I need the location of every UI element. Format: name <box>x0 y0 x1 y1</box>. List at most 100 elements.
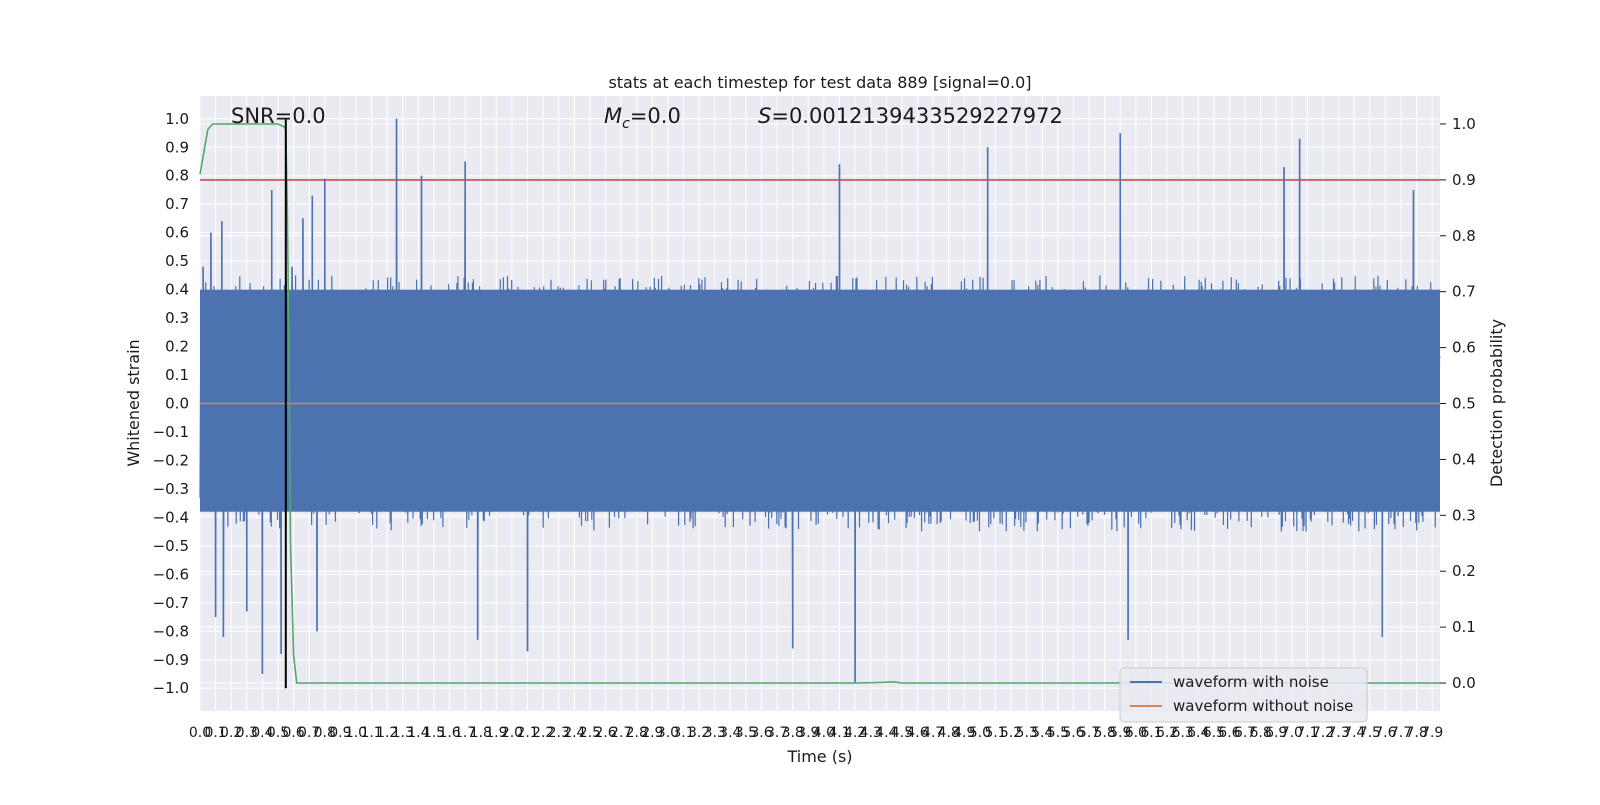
x-tick-label: 0.3 <box>236 725 258 741</box>
x-tick-label: 5.8 <box>1094 725 1116 741</box>
x-tick-label: 2.7 <box>610 725 632 741</box>
y2-tick-label: 0.6 <box>1452 339 1476 357</box>
y2-tick-label: 0.4 <box>1452 450 1476 468</box>
x-tick-label: 0.8 <box>314 725 336 741</box>
s-statistic-value: =0.0012139433529227972 <box>771 104 1063 128</box>
x-tick-label: 6.4 <box>1187 725 1209 741</box>
x-tick-label: 2.9 <box>641 725 663 741</box>
series-waveform-with-noise <box>199 118 1441 683</box>
x-tick-label: 4.3 <box>860 725 882 741</box>
x-tick-label: 6.1 <box>1140 725 1162 741</box>
x-tick-label: 5.2 <box>1000 725 1022 741</box>
y2-tick-label: 0.9 <box>1452 171 1476 189</box>
x-tick-label: 1.9 <box>485 725 507 741</box>
x-tick-label: 7.5 <box>1359 725 1381 741</box>
y2-tick-label: 0.5 <box>1452 395 1476 413</box>
x-tick-label: 4.0 <box>813 725 835 741</box>
x-tick-label: 5.4 <box>1031 725 1053 741</box>
x-tick-label: 3.0 <box>657 725 679 741</box>
x-tick-label: 6.8 <box>1249 725 1271 741</box>
x-tick-label: 0.7 <box>298 725 320 741</box>
x-tick-label: 2.6 <box>594 725 616 741</box>
x-tick-label: 0.4 <box>251 725 273 741</box>
legend-label-without-noise: waveform without noise <box>1173 697 1353 715</box>
y-tick-label: 0.9 <box>165 138 189 156</box>
y-tick-label: 0.8 <box>165 167 189 185</box>
x-tick-label: 0.0 <box>189 725 211 741</box>
y-tick-label: −0.6 <box>153 565 189 583</box>
x-tick-label: 7.3 <box>1327 725 1349 741</box>
y2-tick-label: 1.0 <box>1452 115 1476 133</box>
x-tick-label: 2.8 <box>626 725 648 741</box>
x-tick-label: 6.3 <box>1172 725 1194 741</box>
y-tick-label: 0.2 <box>165 338 189 356</box>
x-tick-label: 0.1 <box>204 725 226 741</box>
y-tick-label: 1.0 <box>165 110 189 128</box>
y2-tick-label: 0.3 <box>1452 506 1476 524</box>
series-detection-probability <box>199 123 1440 684</box>
y-tick-label: −0.7 <box>153 594 189 612</box>
y-tick-label: 0.6 <box>165 224 189 242</box>
y2-tick-label: 0.7 <box>1452 283 1476 301</box>
y-tick-label: −0.1 <box>153 423 189 441</box>
x-tick-label: 0.9 <box>329 725 351 741</box>
x-tick-label: 6.7 <box>1234 725 1256 741</box>
x-tick-label: 4.2 <box>844 725 866 741</box>
y-tick-label: 0.1 <box>165 366 189 384</box>
x-tick-label: 4.8 <box>938 725 960 741</box>
x-tick-label: 1.7 <box>454 725 476 741</box>
y2-tick-label: 0.1 <box>1452 618 1476 636</box>
x-tick-label: 7.4 <box>1343 725 1365 741</box>
x-tick-label: 7.7 <box>1390 725 1412 741</box>
x-tick-label: 7.0 <box>1281 725 1303 741</box>
y-tick-label: 0.7 <box>165 195 189 213</box>
x-tick-label: 1.0 <box>345 725 367 741</box>
x-tick-label: 2.2 <box>532 725 554 741</box>
chirp-mass-subscript: c <box>622 116 630 132</box>
y-tick-label: −1.0 <box>153 679 189 697</box>
y2-tick-label: 0.0 <box>1452 674 1476 692</box>
x-tick-label: 5.1 <box>984 725 1006 741</box>
x-tick-label: 1.3 <box>392 725 414 741</box>
x-tick-label: 6.9 <box>1265 725 1287 741</box>
x-tick-label: 3.9 <box>797 725 819 741</box>
x-tick-label: 0.2 <box>220 725 242 741</box>
x-tick-label: 2.1 <box>516 725 538 741</box>
legend-label-with-noise: waveform with noise <box>1173 673 1329 691</box>
x-tick-label: 7.1 <box>1296 725 1318 741</box>
y2-tick-label: 0.8 <box>1452 227 1476 245</box>
snr-annotation: SNR=0.0 <box>231 104 326 128</box>
x-tick-label: 5.3 <box>1016 725 1038 741</box>
x-tick-label: 3.2 <box>688 725 710 741</box>
y2-tick-label: 0.2 <box>1452 562 1476 580</box>
x-axis-label: Time (s) <box>786 747 852 766</box>
x-tick-label: 7.9 <box>1421 725 1443 741</box>
x-tick-label: 3.6 <box>750 725 772 741</box>
x-tick-label: 4.5 <box>891 725 913 741</box>
legend: waveform with noise waveform without noi… <box>1119 667 1368 723</box>
x-tick-label: 3.7 <box>766 725 788 741</box>
x-tick-label: 2.5 <box>579 725 601 741</box>
x-tick-label: 6.6 <box>1218 725 1240 741</box>
series-lines <box>199 118 1440 689</box>
x-tick-label: 4.6 <box>906 725 928 741</box>
chart-title: stats at each timestep for test data 889… <box>608 73 1031 92</box>
x-tick-label: 1.4 <box>407 725 429 741</box>
x-tick-label: 3.5 <box>735 725 757 741</box>
x-tick-label: 5.7 <box>1078 725 1100 741</box>
y-tick-label: 0.5 <box>165 252 189 270</box>
x-tick-label: 6.0 <box>1125 725 1147 741</box>
x-tick-label: 5.5 <box>1047 725 1069 741</box>
y-tick-label: 0.0 <box>165 395 189 413</box>
x-tick-label: 3.1 <box>672 725 694 741</box>
x-tick-label: 7.6 <box>1374 725 1396 741</box>
x-tick-label: 3.3 <box>704 725 726 741</box>
x-tick-label: 0.5 <box>267 725 289 741</box>
x-tick-label: 4.1 <box>828 725 850 741</box>
x-tick-label: 5.9 <box>1109 725 1131 741</box>
noise-line <box>199 118 1441 683</box>
x-tick-label: 1.1 <box>360 725 382 741</box>
x-tick-label: 2.0 <box>501 725 523 741</box>
x-tick-label: 5.0 <box>969 725 991 741</box>
